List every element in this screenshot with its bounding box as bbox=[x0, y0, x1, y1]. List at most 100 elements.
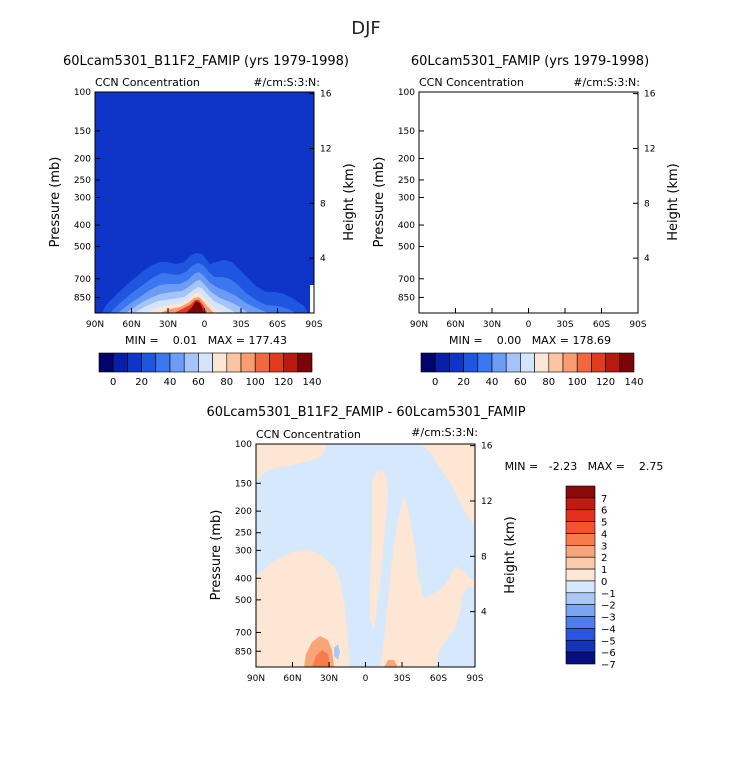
y-axis-height: 16 12 8 4 bbox=[470, 442, 493, 618]
y-tick-label: 100 bbox=[74, 88, 91, 98]
colorbar-label: −1 bbox=[601, 589, 616, 600]
x-tick-label: 30S bbox=[393, 674, 410, 684]
colorbar-swatch bbox=[212, 352, 228, 373]
colorbar-swatch bbox=[127, 352, 142, 373]
x-tick-label: 30N bbox=[320, 674, 338, 684]
panel-subtitle-variable: CCN Concentration bbox=[95, 76, 200, 89]
y-tick-label: 100 bbox=[398, 88, 415, 98]
colorbar-swatch bbox=[297, 352, 313, 373]
panel-control-run: 60Lcam5301_B11F2_FAMIP (yrs 1979-1998) C… bbox=[48, 54, 357, 388]
x-axis: 90N 60N 30N 0 30S 60S 90S bbox=[86, 308, 323, 330]
y-right-tick-label: 12 bbox=[481, 497, 492, 507]
colorbar-swatch bbox=[548, 352, 564, 373]
x-tick-label: 60S bbox=[593, 320, 610, 330]
panel-subtitle-variable: CCN Concentration bbox=[419, 76, 524, 89]
colorbar-label: 4 bbox=[601, 529, 607, 540]
colorbar-swatch bbox=[565, 533, 596, 546]
colorbar-swatch bbox=[254, 352, 270, 373]
y-tick-label: 300 bbox=[74, 193, 91, 203]
colorbar-swatch bbox=[534, 352, 550, 373]
colorbar-swatch bbox=[565, 497, 596, 511]
y-right-tick-label: 8 bbox=[320, 199, 326, 209]
colorbar-swatch bbox=[565, 580, 596, 594]
y-right-tick-label: 12 bbox=[644, 144, 655, 154]
colorbar-label: 40 bbox=[164, 377, 177, 388]
x-tick-label: 0 bbox=[526, 320, 532, 330]
min-max-stats: MIN = 0.01 MAX = 177.43 bbox=[125, 334, 287, 347]
colorbar-swatch bbox=[605, 352, 621, 373]
positive-core bbox=[312, 650, 330, 667]
colorbar-label: 1 bbox=[601, 565, 607, 576]
colorbar-label: −4 bbox=[601, 624, 616, 635]
min-max-stats: MIN = 0.00 MAX = 178.69 bbox=[449, 334, 611, 347]
figure-title: DJF bbox=[351, 18, 381, 39]
colorbar-swatch bbox=[562, 352, 578, 373]
colorbar-swatch bbox=[477, 352, 493, 373]
colorbar-label: 40 bbox=[486, 377, 499, 388]
colorbar-label: 100 bbox=[568, 377, 587, 388]
colorbar-label: 0 bbox=[432, 377, 438, 388]
colorbar-swatch bbox=[240, 352, 256, 373]
y-right-tick-label: 16 bbox=[644, 90, 656, 100]
y-axis-right-label: Height (km) bbox=[503, 516, 518, 593]
colorbar-swatch bbox=[565, 545, 596, 558]
y-right-tick-label: 4 bbox=[481, 608, 487, 618]
y-axis-pressure: 100 150 200 250 300 400 500 700 850 bbox=[398, 88, 424, 303]
colorbar-swatch bbox=[155, 352, 171, 373]
panel-title: 60Lcam5301_FAMIP (yrs 1979-1998) bbox=[411, 54, 649, 69]
x-tick-label: 30N bbox=[483, 320, 501, 330]
x-tick-label: 30S bbox=[232, 320, 249, 330]
y-tick-label: 400 bbox=[74, 221, 91, 231]
colorbar-swatch bbox=[565, 509, 596, 522]
panel-title: 60Lcam5301_B11F2_FAMIP (yrs 1979-1998) bbox=[63, 54, 349, 69]
field-terrain-mask bbox=[634, 285, 640, 315]
colorbar-label: 100 bbox=[246, 377, 265, 388]
colorbar-swatch bbox=[565, 616, 596, 629]
y-tick-label: 400 bbox=[235, 574, 252, 584]
negative-region-right bbox=[436, 586, 475, 667]
colorbar-swatch bbox=[112, 352, 128, 373]
colorbar-swatch bbox=[283, 352, 299, 373]
colorbar-swatch bbox=[619, 352, 635, 373]
x-tick-label: 90N bbox=[86, 320, 104, 330]
y-axis-label: Pressure (mb) bbox=[372, 157, 387, 248]
x-tick-label: 60N bbox=[283, 674, 301, 684]
field-level-5 bbox=[458, 287, 560, 313]
colorbar-swatch bbox=[198, 352, 213, 373]
colorbar-label: 60 bbox=[192, 377, 205, 388]
colorbar-label: −2 bbox=[601, 601, 616, 612]
field-terrain-mask bbox=[310, 285, 314, 313]
y-tick-label: 200 bbox=[235, 507, 252, 517]
x-tick-label: 60S bbox=[430, 674, 447, 684]
y-tick-label: 850 bbox=[235, 647, 252, 657]
y-tick-label: 850 bbox=[74, 293, 91, 303]
colorbar-label: 140 bbox=[302, 377, 321, 388]
colorbar-label: 120 bbox=[274, 377, 293, 388]
colorbar-swatch bbox=[565, 485, 596, 499]
positive-patch-small bbox=[384, 660, 398, 667]
x-tick-label: 90S bbox=[466, 674, 483, 684]
colorbar-swatch bbox=[565, 556, 596, 570]
y-axis-right-label: Height (km) bbox=[666, 163, 681, 240]
field-level-1 bbox=[426, 253, 632, 313]
colorbar-swatch bbox=[576, 352, 592, 373]
y-right-tick-label: 16 bbox=[481, 442, 493, 452]
positive-patch-upper bbox=[370, 470, 388, 630]
colorbar-swatch bbox=[591, 352, 606, 373]
field-level-6 bbox=[470, 292, 548, 313]
x-tick-label: 0 bbox=[363, 674, 369, 684]
x-tick-label: 90S bbox=[629, 320, 646, 330]
x-tick-label: 30S bbox=[556, 320, 573, 330]
plot-frame bbox=[418, 91, 639, 314]
colorbar-label: 0 bbox=[110, 377, 116, 388]
y-tick-label: 150 bbox=[235, 479, 252, 489]
colorbar-label: 0 bbox=[601, 577, 607, 588]
field-level-9 bbox=[510, 301, 528, 313]
panel-subtitle-units: #/cm:S:3:N: bbox=[253, 76, 320, 89]
panel-subtitle-units: #/cm:S:3:N: bbox=[573, 76, 640, 89]
colorbar-swatch bbox=[565, 604, 596, 617]
x-tick-label: 60S bbox=[269, 320, 286, 330]
colorbar-swatch bbox=[434, 352, 450, 373]
